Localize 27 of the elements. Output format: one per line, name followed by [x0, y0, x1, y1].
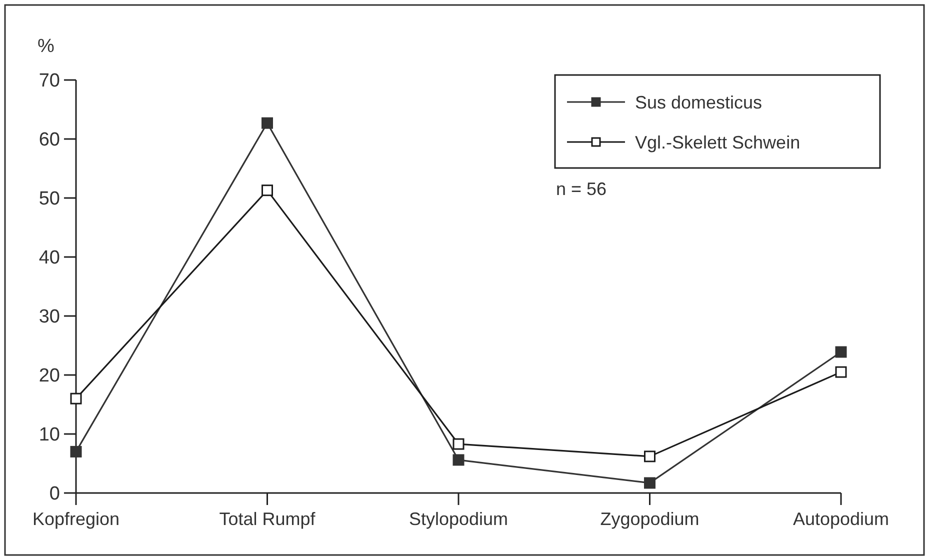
- y-tick-label: 30: [38, 306, 60, 328]
- annotation: n = 56: [556, 179, 607, 199]
- x-tick-label: Kopfregion: [32, 509, 120, 529]
- legend-label: Sus domesticus: [635, 92, 762, 112]
- point: [262, 184, 273, 196]
- y-tick-label: 0: [49, 484, 60, 505]
- y-tick-label: 20: [38, 366, 60, 387]
- point: [70, 446, 82, 458]
- y-tick-label: 70: [38, 70, 60, 92]
- point: [835, 346, 847, 358]
- point: [644, 477, 656, 489]
- point: [70, 392, 82, 404]
- y-tick-label: 50: [38, 188, 60, 210]
- point: [452, 454, 464, 466]
- y-tick-label: 10: [38, 424, 60, 446]
- x-tick-label: Autopodium: [792, 509, 890, 529]
- point: [835, 366, 847, 378]
- y-tick-label: 60: [38, 130, 60, 151]
- legend-label: Vgl.-Skelett Schwein: [635, 132, 800, 152]
- point: [262, 117, 273, 129]
- x-tick-label: Stylopodium: [408, 509, 508, 529]
- y-tick-label: 40: [38, 248, 60, 269]
- x-tick-label: Zygopodium: [600, 509, 700, 529]
- point: [644, 450, 656, 462]
- x-tick-label: Total Rumpf: [219, 509, 316, 529]
- y-axis-title: %: [38, 36, 55, 57]
- point: [452, 438, 464, 450]
